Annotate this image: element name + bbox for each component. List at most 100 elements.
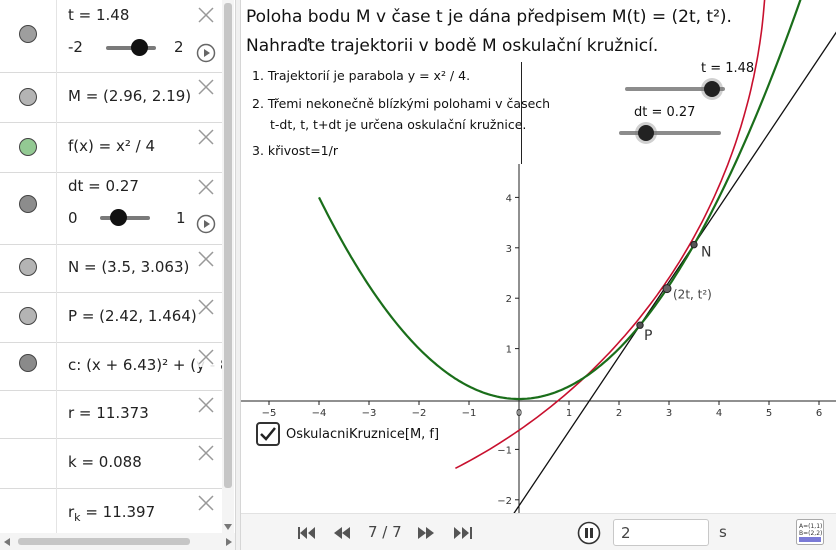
algebra-row-t[interactable]: t = 1.48 -2 2 bbox=[0, 0, 222, 73]
delete-icon[interactable] bbox=[196, 249, 216, 269]
svg-text:B=(2,2): B=(2,2) bbox=[799, 530, 822, 537]
graphics-view[interactable]: −5−4−3−2−1012345654321−1−2 N P (2t, t²) … bbox=[241, 0, 836, 513]
point-M-label: (2t, t²) bbox=[673, 288, 712, 302]
note-3: t-dt, t, t+dt je určena oskulační kružni… bbox=[270, 117, 527, 132]
graphics-canvas[interactable]: −5−4−3−2−1012345654321−1−2 N P (2t, t²) bbox=[241, 0, 836, 513]
osculating-checkbox[interactable] bbox=[256, 422, 280, 446]
x-tick-label: 0 bbox=[516, 408, 522, 419]
row-label: f(x) = x² / 4 bbox=[68, 137, 155, 155]
algebra-vertical-scrollbar[interactable] bbox=[222, 0, 234, 533]
delete-icon[interactable] bbox=[196, 177, 216, 197]
graphics-slider-t-knob[interactable] bbox=[704, 81, 720, 97]
visibility-toggle[interactable] bbox=[19, 354, 37, 372]
note-1: 1. Trajektorií je parabola y = x² / 4. bbox=[252, 68, 471, 83]
row-label: dt = 0.27 bbox=[68, 177, 139, 195]
slider-min: 0 bbox=[68, 209, 78, 227]
graphics-slider-dt-track[interactable] bbox=[619, 131, 721, 135]
algebra-row-k[interactable]: k = 0.088 bbox=[0, 438, 222, 489]
point-P-label: P bbox=[644, 328, 652, 344]
graphics-slider-t-track[interactable] bbox=[625, 87, 725, 91]
x-tick-label: 1 bbox=[566, 408, 572, 419]
slider-t-knob[interactable] bbox=[131, 39, 148, 56]
graphics-slider-t-label: t = 1.48 bbox=[701, 61, 755, 76]
delete-icon[interactable] bbox=[196, 297, 216, 317]
scroll-left-icon[interactable] bbox=[4, 538, 10, 546]
scrollbar-thumb[interactable] bbox=[18, 538, 190, 545]
previous-page-icon[interactable] bbox=[333, 525, 351, 544]
point-M[interactable] bbox=[662, 284, 672, 294]
row-label: rk = 11.397 bbox=[68, 503, 156, 524]
delete-icon[interactable] bbox=[196, 347, 216, 367]
algebra-row-rk[interactable]: rk = 11.397 bbox=[0, 488, 222, 533]
first-page-icon[interactable] bbox=[297, 525, 317, 544]
delete-icon[interactable] bbox=[196, 127, 216, 147]
note-4: 3. křivost=1/r bbox=[252, 143, 338, 158]
x-tick-label: −2 bbox=[412, 408, 427, 419]
row-label: r = 11.373 bbox=[68, 404, 149, 422]
algebra-row-r[interactable]: r = 11.373 bbox=[0, 390, 222, 439]
pause-icon[interactable] bbox=[577, 521, 601, 549]
slider-dt-knob[interactable] bbox=[110, 209, 127, 226]
algebra-row-c[interactable]: c: (x + 6.43)² + (y - 8 bbox=[0, 342, 222, 391]
note-2: 2. Třemi nekonečně blízkými polohami v č… bbox=[252, 96, 551, 111]
row-label: M = (2.96, 2.19) bbox=[68, 87, 192, 105]
y-tick-label: −1 bbox=[497, 445, 512, 456]
x-tick-label: −4 bbox=[312, 408, 327, 419]
delete-icon[interactable] bbox=[196, 395, 216, 415]
scroll-right-icon[interactable] bbox=[226, 538, 232, 546]
view-divider[interactable] bbox=[235, 0, 241, 550]
visibility-toggle[interactable] bbox=[19, 25, 37, 43]
algebra-row-f[interactable]: f(x) = x² / 4 bbox=[0, 122, 222, 173]
last-page-icon[interactable] bbox=[453, 525, 473, 544]
visibility-toggle[interactable] bbox=[19, 88, 37, 106]
parabola-curve[interactable] bbox=[318, 0, 836, 401]
row-label: P = (2.42, 1.464) bbox=[68, 307, 197, 325]
delete-icon[interactable] bbox=[196, 443, 216, 463]
algebra-horizontal-scrollbar[interactable] bbox=[0, 533, 236, 550]
notes-box: 1. Trajektorií je parabola y = x² / 4. 2… bbox=[247, 62, 550, 164]
scrollbar-thumb[interactable] bbox=[224, 3, 232, 488]
point-P[interactable] bbox=[636, 321, 644, 329]
x-tick-label: −5 bbox=[262, 408, 277, 419]
algebra-row-N[interactable]: N = (3.5, 3.063) bbox=[0, 244, 222, 293]
title-line-1: Poloha bodu M v čase t je dána předpisem… bbox=[246, 7, 732, 27]
checkbox-label: OskulacniKruznice[M, f] bbox=[286, 427, 440, 442]
play-icon[interactable] bbox=[196, 43, 216, 63]
delete-icon[interactable] bbox=[196, 493, 216, 513]
row-label: N = (3.5, 3.063) bbox=[68, 258, 190, 276]
delete-icon[interactable] bbox=[196, 77, 216, 97]
osculating-circle[interactable] bbox=[455, 0, 766, 470]
graphics-slider-dt-label: dt = 0.27 bbox=[634, 105, 696, 120]
visibility-toggle[interactable] bbox=[19, 138, 37, 156]
point-N[interactable] bbox=[690, 240, 698, 249]
row-label: k = 0.088 bbox=[68, 453, 142, 471]
slider-max: 1 bbox=[176, 209, 186, 227]
speed-unit: s bbox=[719, 523, 727, 541]
algebra-row-P[interactable]: P = (2.42, 1.464) bbox=[0, 292, 222, 343]
delete-icon[interactable] bbox=[196, 5, 216, 25]
visibility-toggle[interactable] bbox=[19, 258, 37, 276]
speed-input[interactable]: 2 bbox=[613, 519, 709, 546]
algebra-row-M[interactable]: M = (2.96, 2.19) bbox=[0, 72, 222, 123]
algebra-row-dt[interactable]: dt = 0.27 0 1 bbox=[0, 172, 222, 245]
slider-min: -2 bbox=[68, 38, 83, 56]
scroll-down-icon[interactable] bbox=[224, 524, 232, 530]
visibility-toggle[interactable] bbox=[19, 195, 37, 213]
algebra-input-icon[interactable]: A=(1,1) B=(2,2) bbox=[796, 519, 824, 549]
x-tick-label: −3 bbox=[362, 408, 377, 419]
page-indicator: 7 / 7 bbox=[368, 523, 402, 541]
x-tick-label: 3 bbox=[666, 408, 672, 419]
y-tick-label: 4 bbox=[506, 193, 512, 204]
y-tick-label: 3 bbox=[506, 244, 512, 255]
next-page-icon[interactable] bbox=[417, 525, 435, 544]
slider-max: 2 bbox=[174, 38, 184, 56]
y-tick-label: −2 bbox=[497, 496, 512, 507]
title-line-2: Nahraďte trajektorii v bodě M oskulační … bbox=[246, 36, 659, 56]
visibility-toggle[interactable] bbox=[19, 307, 37, 325]
graphics-slider-dt-knob[interactable] bbox=[638, 125, 654, 141]
x-tick-label: −1 bbox=[462, 408, 477, 419]
x-tick-label: 6 bbox=[816, 408, 822, 419]
algebra-view: t = 1.48 -2 2 M = (2.96, 2.19) f(x) = x²… bbox=[0, 0, 223, 533]
x-tick-label: 2 bbox=[616, 408, 622, 419]
play-icon[interactable] bbox=[196, 214, 216, 234]
